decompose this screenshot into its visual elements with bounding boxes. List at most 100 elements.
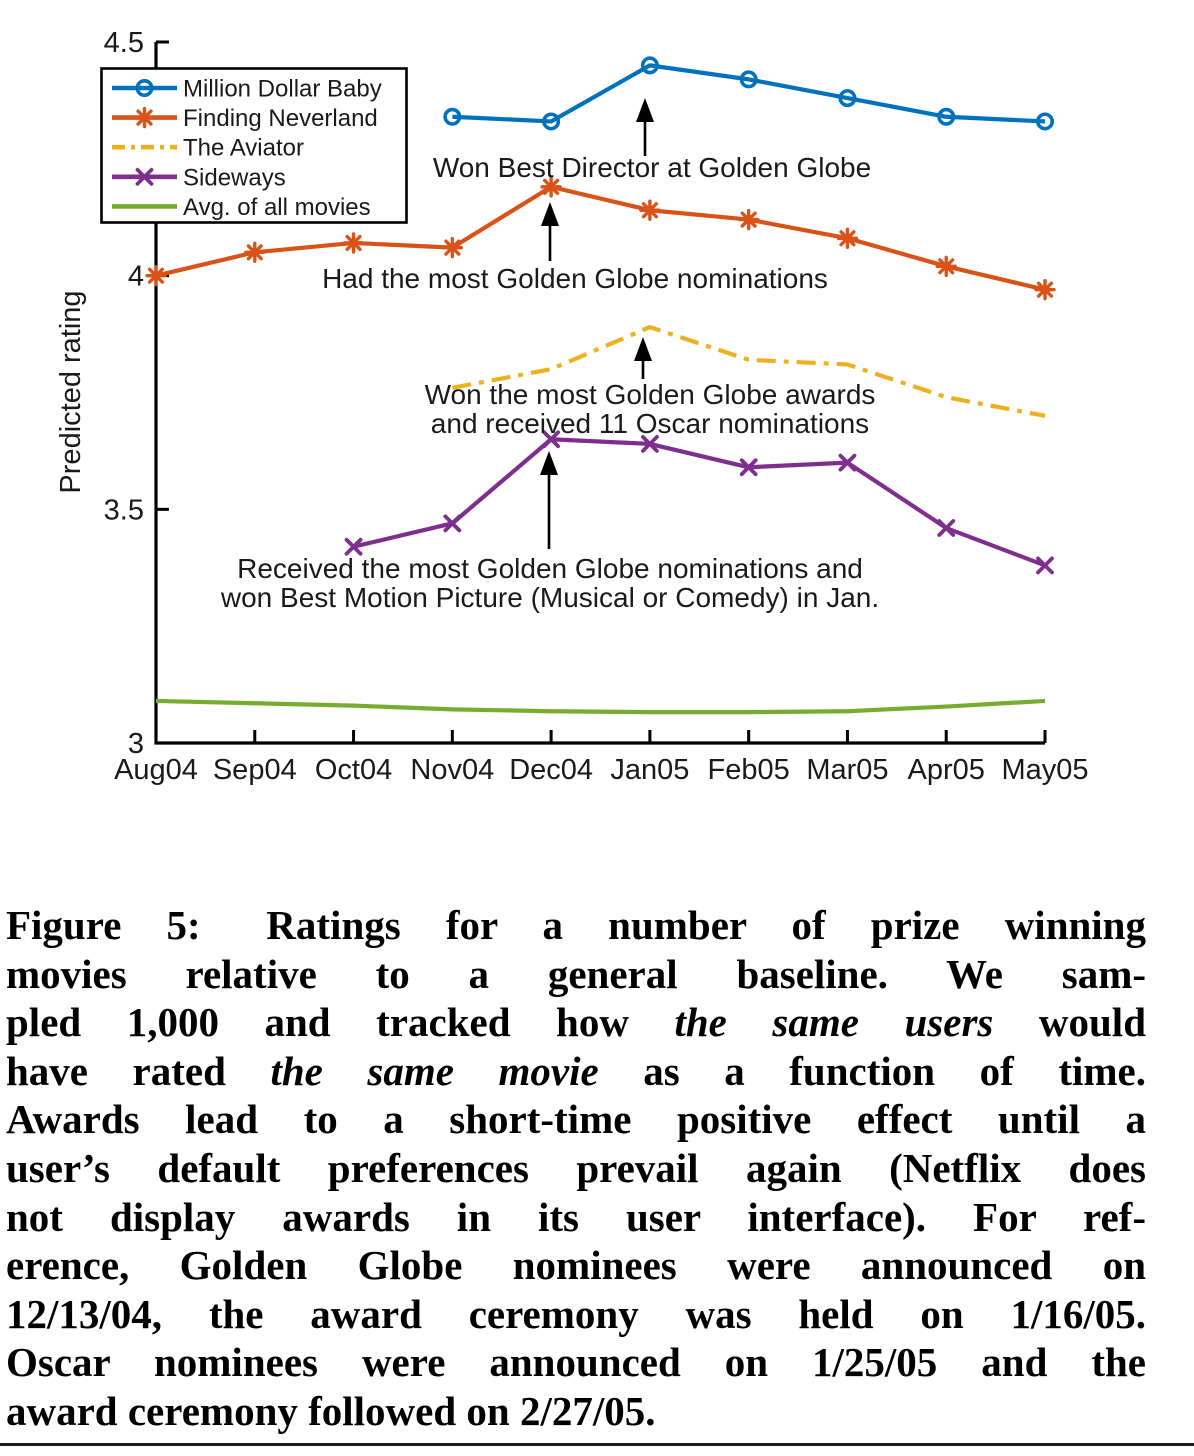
data-point-x-marker (1036, 556, 1054, 575)
annotation-text: won Best Motion Picture (Musical or Come… (220, 582, 879, 613)
data-point-x-marker (838, 453, 857, 472)
annotation-arrow-head (540, 451, 558, 475)
caption-line: user’s default preferences prevail again… (6, 1144, 1146, 1193)
legend-label: Avg. of all movies (183, 194, 371, 221)
caption-line: Figure 5: Ratings for a number of prize … (6, 901, 1146, 950)
data-point-asterisk-marker (342, 232, 365, 254)
x-tick-label: Oct04 (315, 754, 392, 786)
caption-line: not display awards in its user interface… (6, 1193, 1146, 1242)
series-million-dollar-baby (443, 56, 1055, 131)
y-tick-label: 3.5 (104, 494, 144, 526)
caption-line: Awards lead to a short-time positive eff… (6, 1095, 1146, 1144)
data-point-circle-marker (640, 56, 659, 75)
legend-label: Million Dollar Baby (183, 76, 382, 103)
data-point-circle-marker (739, 70, 758, 89)
caption-text: erence, Golden Globe nominees were annou… (6, 1242, 1146, 1289)
legend-entry-avg-of-all-movies: Avg. of all movies (112, 194, 371, 221)
caption-line: award ceremony followed on 2/27/05. (6, 1387, 1146, 1436)
caption-line: Oscar nominees were announced on 1/25/05… (6, 1338, 1146, 1387)
annotation-arrow-head (634, 337, 652, 361)
annotation-1: Had the most Golden Globe nominations (322, 202, 828, 294)
data-point-circle-marker (1036, 112, 1055, 131)
data-point-circle-marker (542, 112, 561, 131)
series-finding-neverland (145, 176, 1056, 301)
annotation-0: Won Best Director at Golden Globe (433, 98, 871, 183)
caption-text: as a function of time. (598, 1047, 1146, 1094)
y-tick-label: 4 (128, 261, 144, 293)
caption-text: Figure 5: Ratings for a number of prize … (6, 902, 1146, 948)
ratings-line-chart: 3 3.5 4 4.5 Aug04 Sep04 Oct04 Nov04 Dec04 Jan05 Fe… (55, 27, 1089, 786)
series-line (451, 324, 1046, 418)
series-line (353, 437, 1046, 568)
legend-entry-sideways: Sideways (112, 164, 286, 191)
caption-text: user’s default preferences prevail again… (6, 1144, 1146, 1191)
data-point-circle-marker (937, 107, 956, 126)
data-point-x-marker (937, 519, 956, 537)
x-tick-label: Apr05 (908, 754, 985, 786)
annotation-text: and received 11 Oscar nominations (431, 408, 869, 439)
data-point-asterisk-marker (244, 241, 266, 263)
page-rule-divider (0, 1443, 1194, 1446)
figure-caption: Figure 5: Ratings for a number of prize … (6, 901, 1146, 1436)
caption-text: movies relative to a general baseline. W… (6, 950, 1146, 997)
annotation-text: Won the most Golden Globe awards (425, 379, 876, 410)
x-tick-label: Jan05 (610, 754, 689, 786)
caption-text: have rated (6, 1047, 271, 1094)
data-point-x-marker (135, 167, 154, 186)
y-axis-label: Predicted rating (55, 290, 87, 493)
annotation-text: Received the most Golden Globe nominatio… (237, 553, 863, 584)
series-line (155, 184, 1046, 292)
data-point-asterisk-marker (935, 255, 957, 278)
data-point-asterisk-marker (836, 227, 859, 249)
legend-entry-finding-neverland: Finding Neverland (112, 105, 378, 132)
series-line (155, 698, 1046, 715)
x-tick-label: Feb05 (708, 754, 790, 786)
caption-line: 12/13/04, the award ceremony was held on… (6, 1290, 1146, 1339)
series-sideways (344, 430, 1054, 575)
annotation-arrow-head (636, 98, 654, 122)
data-point-x-marker (344, 537, 363, 556)
x-tick-label: May05 (1001, 754, 1088, 786)
legend-entry-million-dollar-baby: Million Dollar Baby (112, 76, 382, 103)
x-tick-label: Sep04 (213, 754, 297, 786)
caption-text: award ceremony followed on 2/27/05. (6, 1387, 656, 1434)
data-point-asterisk-marker (540, 176, 562, 198)
caption-text: not display awards in its user interface… (6, 1193, 1146, 1240)
legend-label: The Aviator (183, 135, 304, 162)
annotation-arrow-head (541, 202, 559, 226)
legend-label: Sideways (183, 164, 286, 191)
annotation-text: Had the most Golden Globe nominations (322, 263, 828, 294)
y-tick-label: 3 (128, 728, 144, 760)
x-tick-label: Aug04 (114, 754, 198, 786)
caption-line: erence, Golden Globe nominees were annou… (6, 1241, 1146, 1290)
data-point-circle-marker (135, 79, 154, 98)
caption-italic-text: the same users (674, 999, 994, 1046)
series-line (452, 63, 1046, 124)
series-avg-of-all-movies (155, 698, 1046, 715)
data-point-asterisk-marker (441, 236, 464, 259)
caption-text: 12/13/04, the award ceremony was held on… (6, 1290, 1146, 1337)
data-point-asterisk-marker (737, 208, 760, 231)
caption-text: Awards lead to a short-time positive eff… (6, 1096, 1146, 1143)
x-tick-label: Mar05 (806, 754, 888, 786)
data-point-circle-marker (838, 89, 857, 108)
annotation-text: Won Best Director at Golden Globe (433, 152, 871, 183)
data-point-x-marker (443, 514, 462, 533)
caption-italic-text: the same movie (270, 1047, 599, 1094)
series-the-aviator (451, 324, 1046, 418)
caption-line: pled 1,000 and tracked how the same user… (6, 998, 1146, 1047)
caption-text: would (993, 999, 1146, 1046)
caption-text: Oscar nominees were announced on 1/25/05… (6, 1339, 1146, 1386)
data-point-asterisk-marker (145, 264, 167, 287)
data-point-x-marker (739, 458, 758, 477)
caption-line: movies relative to a general baseline. W… (6, 950, 1146, 999)
caption-line: have rated the same movie as a function … (6, 1047, 1146, 1096)
legend-label: Finding Neverland (183, 105, 378, 132)
x-tick-label: Nov04 (410, 754, 494, 786)
data-point-circle-marker (443, 107, 462, 126)
caption-text: pled 1,000 and tracked how (6, 999, 675, 1046)
data-point-x-marker (640, 435, 659, 453)
